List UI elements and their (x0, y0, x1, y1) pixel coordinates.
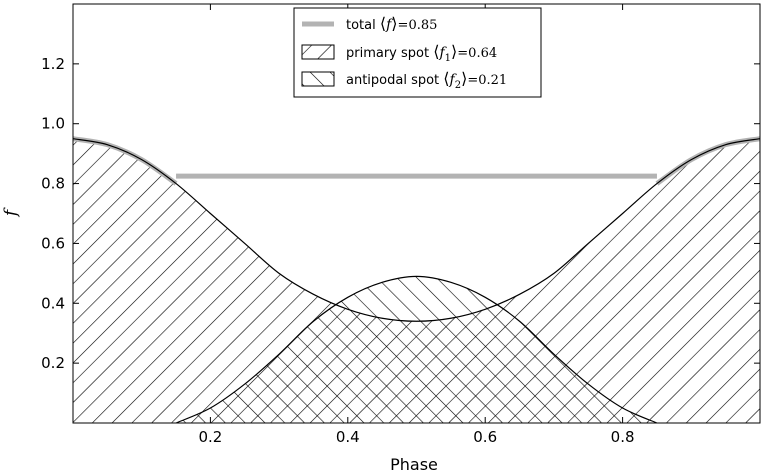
y-tick-label: 0.6 (41, 234, 65, 252)
legend-swatch (301, 44, 335, 60)
y-axis-label: f (1, 207, 21, 218)
x-axis-label: Phase (390, 455, 438, 474)
legend-label: primary spot ⟨f1⟩=0.64 (346, 42, 497, 64)
y-tick-label: 0.4 (41, 294, 65, 312)
legend-item-antipodal-spot: antipodal spot ⟨f2⟩=0.21 (301, 69, 507, 91)
x-tick-label: 0.6 (473, 428, 497, 446)
legend-item-total: total ⟨f⟩=0.85 (302, 14, 437, 33)
plot-area (73, 136, 760, 423)
antipodal-spot-area (176, 276, 657, 423)
legend-box (293, 7, 542, 98)
legend-label: antipodal spot ⟨f2⟩=0.21 (346, 69, 507, 91)
axes: 0.2 0.4 0.6 0.8 0.2 0.4 0.6 0.8 1.0 1.2 (41, 3, 761, 446)
legend-swatch (301, 71, 335, 87)
x-tick-label: 0.8 (611, 428, 635, 446)
y-tick-label: 0.2 (41, 354, 65, 372)
primary-spot-curve (73, 138, 760, 322)
y-tick-label: 1.2 (41, 55, 65, 73)
x-tick-label: 0.4 (336, 428, 360, 446)
x-tick-label: 0.2 (198, 428, 222, 446)
legend: total ⟨f⟩=0.85 primary spot ⟨f1⟩=0.64 anti… (293, 7, 542, 98)
y-tick-label: 1.0 (41, 115, 65, 133)
antipodal-spot-curve (175, 275, 658, 423)
legend-item-primary-spot: primary spot ⟨f1⟩=0.64 (301, 42, 497, 64)
primary-spot-area (73, 138, 760, 423)
axes-frame (72, 3, 761, 424)
y-tick-label: 0.8 (41, 175, 65, 193)
legend-label: total ⟨f⟩=0.85 (346, 14, 437, 33)
